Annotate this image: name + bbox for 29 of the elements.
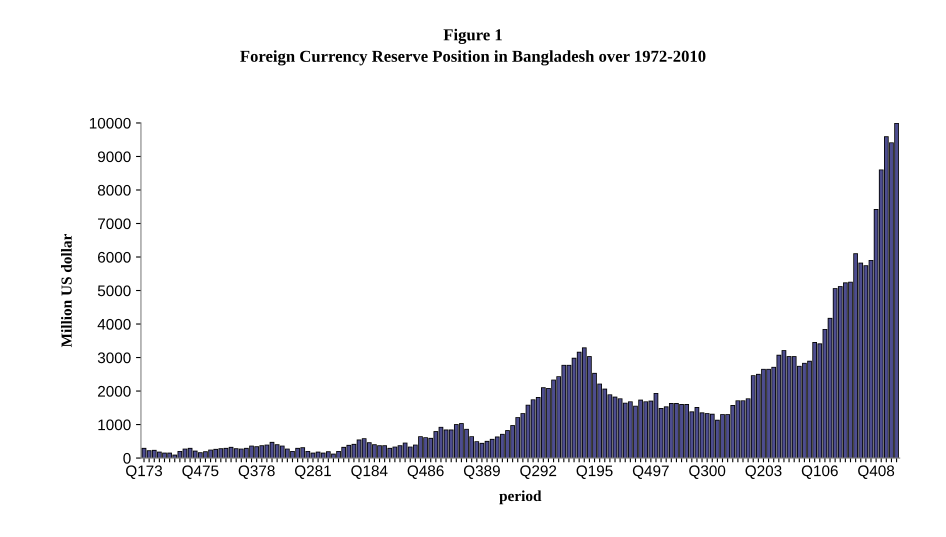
x-axis-title: period <box>499 490 542 504</box>
chart-title: Figure 1 <box>444 28 502 44</box>
x-tick-label: Q184 <box>351 465 388 479</box>
y-tick-label: 8000 <box>98 184 131 196</box>
y-tick-label: 10000 <box>90 118 131 129</box>
x-tick-label: Q475 <box>182 465 218 479</box>
x-tick-label: Q195 <box>576 465 613 479</box>
y-tick-label: 6000 <box>98 252 131 263</box>
y-tick-label: 2000 <box>98 386 131 397</box>
y-tick-label: 5000 <box>98 285 131 296</box>
x-tick-label: Q497 <box>632 465 669 479</box>
y-tick-label: 1000 <box>98 419 131 430</box>
x-tick-label: Q292 <box>520 465 556 479</box>
x-tick-label: Q408 <box>858 465 894 479</box>
y-tick-label: 3000 <box>98 352 131 364</box>
y-tick-label: 9000 <box>98 151 131 162</box>
y-tick-label: 7000 <box>98 218 131 230</box>
y-tick-label: 4000 <box>98 318 131 330</box>
x-tick-label: Q173 <box>126 465 162 479</box>
x-tick-label: Q486 <box>408 465 444 479</box>
x-tick-label: Q281 <box>295 465 331 479</box>
x-tick-label: Q203 <box>746 465 782 479</box>
chart-subtitle: Foreign Currency Reserve Position in Bangladesh over 1972-2010 <box>240 50 706 66</box>
y-tick-label: 0 <box>123 452 131 464</box>
x-tick-label: Q106 <box>802 465 838 479</box>
x-tick-label: Q300 <box>689 465 726 479</box>
x-tick-label: Q378 <box>238 465 275 479</box>
x-tick-label: Q389 <box>464 465 500 479</box>
y-axis-title: Million US dollar <box>61 234 72 348</box>
